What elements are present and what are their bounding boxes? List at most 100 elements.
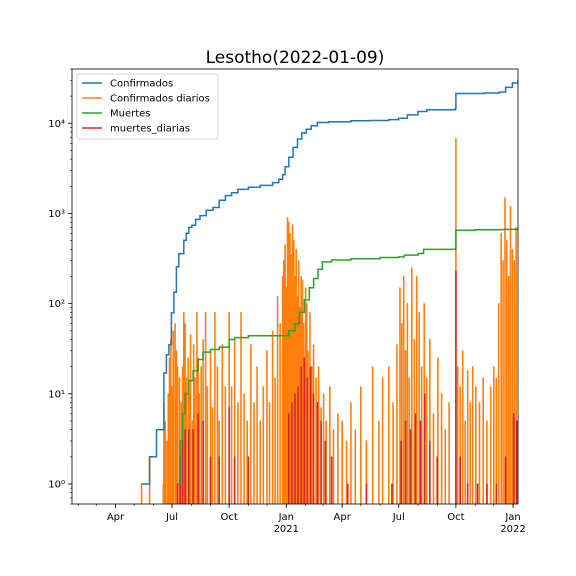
data-point: [193, 344, 195, 346]
legend-item: Muertes: [82, 109, 151, 120]
data-point: [175, 350, 177, 352]
data-point: [171, 386, 173, 388]
data-point: [228, 338, 230, 341]
data-point: [400, 440, 402, 442]
data-point: [321, 261, 323, 263]
data-point: [301, 132, 303, 134]
data-point: [190, 334, 192, 336]
x-tick-label: Jan: [278, 512, 294, 523]
data-point: [141, 483, 143, 485]
data-point: [246, 420, 248, 422]
data-point: [192, 429, 194, 431]
data-point: [182, 413, 184, 415]
data-point: [295, 248, 297, 250]
data-point: [243, 393, 245, 395]
data-point: [247, 456, 249, 458]
data-point: [307, 350, 309, 352]
data-point: [179, 440, 181, 442]
data-point: [411, 267, 413, 269]
data-point: [398, 256, 400, 258]
data-point: [464, 420, 466, 422]
data-point: [218, 456, 220, 458]
data-point: [409, 429, 412, 431]
data-point: [167, 393, 169, 395]
data-point: [228, 407, 230, 409]
data-point: [329, 386, 331, 388]
chart-title: Lesotho(2022-01-09): [206, 48, 385, 68]
data-point: [277, 295, 279, 298]
data-point: [379, 256, 381, 259]
data-point: [182, 366, 184, 368]
legend-item: Confirmados diarios: [82, 94, 210, 105]
data-point: [162, 483, 164, 485]
data-point: [288, 413, 290, 415]
data-point: [429, 338, 431, 341]
data-point: [459, 456, 461, 458]
data-point: [175, 266, 177, 268]
data-point: [183, 311, 185, 313]
data-point: [197, 357, 199, 359]
data-point: [350, 258, 352, 260]
data-point: [308, 287, 310, 289]
data-point: [162, 429, 164, 431]
data-point: [350, 402, 352, 404]
data-point: [172, 330, 174, 332]
data-point: [360, 386, 362, 388]
data-point: [218, 420, 220, 422]
data-point: [170, 312, 172, 314]
data-point: [285, 287, 287, 289]
data-point: [392, 402, 394, 404]
data-point: [419, 420, 422, 422]
data-point: [192, 370, 194, 372]
data-point: [221, 344, 223, 346]
data-point: [288, 156, 290, 158]
data-point: [341, 420, 343, 422]
data-point: [354, 429, 356, 431]
data-point: [317, 268, 319, 270]
legend-label: Muertes: [110, 109, 151, 120]
data-point: [205, 209, 207, 211]
data-point: [188, 226, 190, 228]
data-point: [455, 92, 457, 95]
data-point: [505, 456, 507, 458]
data-point: [490, 386, 492, 388]
data-point: [303, 323, 305, 325]
data-point: [282, 275, 284, 278]
data-point: [199, 215, 201, 217]
data-point: [498, 303, 500, 305]
x-tick-label: Apr: [334, 512, 352, 523]
data-point: [194, 377, 196, 379]
data-point: [429, 440, 431, 442]
data-point: [294, 393, 296, 395]
data-point: [310, 125, 312, 127]
data-point: [424, 393, 426, 395]
data-point: [405, 350, 407, 352]
data-point: [178, 253, 180, 255]
data-point: [313, 393, 315, 395]
data-point: [155, 429, 158, 431]
data-point: [516, 420, 518, 422]
data-point: [279, 323, 281, 325]
data-point: [272, 330, 274, 332]
data-point: [457, 366, 459, 368]
plot-area: [140, 79, 518, 504]
series-confirmados: [141, 79, 518, 485]
data-point: [414, 413, 417, 415]
data-point: [508, 275, 510, 278]
data-point: [455, 229, 457, 231]
data-point: [313, 277, 315, 280]
data-point: [474, 229, 476, 231]
data-point: [180, 253, 182, 255]
data-point: [486, 483, 488, 485]
data-point: [337, 413, 339, 415]
data-point: [299, 307, 301, 309]
data-point: [399, 287, 401, 289]
data-point: [406, 114, 408, 116]
data-point: [305, 287, 307, 289]
data-point: [202, 338, 204, 341]
data-point: [231, 192, 233, 194]
data-point: [188, 380, 190, 382]
data-point: [313, 344, 315, 346]
y-tick-label: 10³: [48, 209, 65, 220]
data-point: [396, 344, 398, 346]
